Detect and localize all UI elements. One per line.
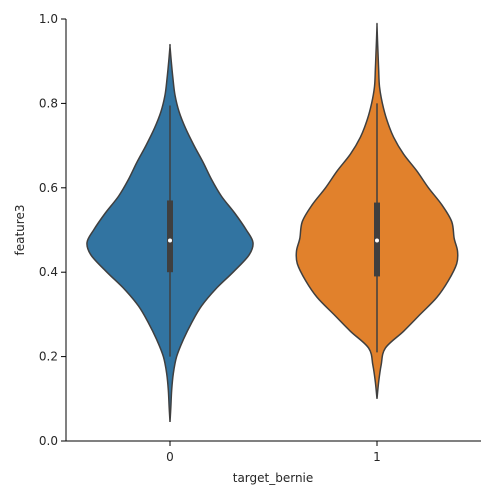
y-tick-label: 0.0 [39,434,58,448]
x-tick-label: 0 [166,450,174,464]
x-axis-label: target_bernie [233,471,314,485]
box-inner-group [167,103,380,357]
y-tick-label: 0.4 [39,265,58,279]
y-tick-label: 0.2 [39,350,58,364]
y-tick-label: 1.0 [39,12,58,26]
violin-iqr-box-0 [167,200,173,273]
x-tick-label: 1 [373,450,381,464]
violins-group [86,22,459,423]
violin-median-dot-0 [168,238,172,243]
y-ticks-group: 0.0 0.2 0.4 0.6 0.8 1.0 [39,12,66,448]
violin-median-dot-1 [375,238,379,243]
y-tick-label: 0.8 [39,96,58,110]
y-axis-label: feature3 [13,205,27,256]
y-tick-label: 0.6 [39,181,58,195]
